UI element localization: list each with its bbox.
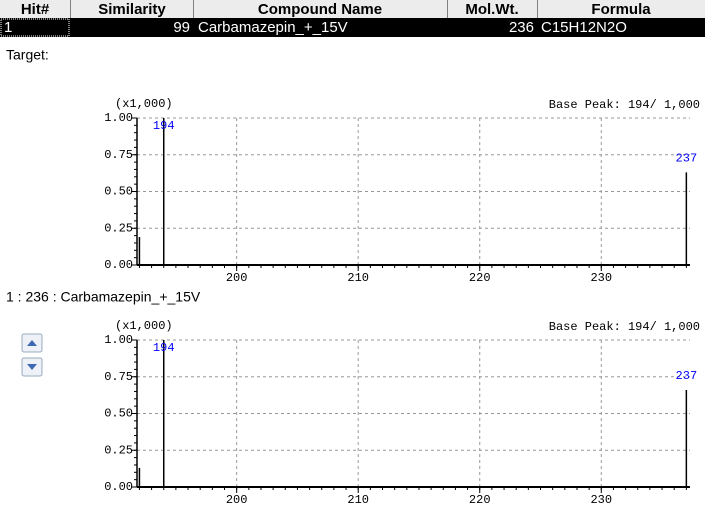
- y-tick-label: 0.25: [104, 221, 133, 235]
- peak-label: 237: [676, 369, 698, 383]
- cell: Carbamazepin_+_15V: [198, 19, 348, 36]
- x-tick-label: 200: [226, 271, 248, 285]
- x-tick-label: 210: [347, 493, 369, 507]
- x-tick-label: 220: [469, 271, 491, 285]
- peak-label: 194: [153, 341, 175, 355]
- header-cell[interactable]: Hit#: [21, 1, 50, 18]
- panel-label: 1 : 236 : Carbamazepin_+_15V: [6, 289, 201, 305]
- scale-note: (x1,000): [115, 319, 173, 333]
- header-borders: [70, 0, 538, 18]
- peak-label: 237: [676, 152, 698, 166]
- x-tick-label: 200: [226, 493, 248, 507]
- y-tick-label: 1.00: [104, 333, 133, 347]
- selected-row[interactable]: [0, 18, 705, 37]
- base-peak: Base Peak: 194/ 1,000: [549, 98, 700, 112]
- peak-label: 194: [153, 119, 175, 133]
- y-tick-label: 0.00: [104, 258, 133, 272]
- panel-label: Target:: [6, 47, 49, 63]
- focus-rect: [0, 18, 70, 37]
- header-cell[interactable]: Mol.Wt.: [465, 1, 518, 18]
- y-tick-label: 1.00: [104, 111, 133, 125]
- header-cell[interactable]: Formula: [591, 1, 651, 18]
- scale-note: (x1,000): [115, 97, 173, 111]
- header-cell[interactable]: Similarity: [98, 1, 166, 18]
- y-tick-label: 0.75: [104, 370, 133, 384]
- y-tick-label: 0.25: [104, 443, 133, 457]
- x-tick-label: 210: [347, 271, 369, 285]
- x-tick-label: 230: [590, 493, 612, 507]
- x-tick-label: 230: [590, 271, 612, 285]
- x-tick-label: 220: [469, 493, 491, 507]
- cell: 236: [509, 19, 534, 36]
- cell: 1: [4, 19, 12, 36]
- y-tick-label: 0.50: [104, 185, 133, 199]
- scroll-down[interactable]: [21, 357, 43, 377]
- y-tick-label: 0.75: [104, 148, 133, 162]
- y-tick-label: 0.00: [104, 480, 133, 494]
- scroll-up[interactable]: [21, 333, 43, 353]
- cell: 99: [173, 19, 190, 36]
- cell: C15H12N2O: [541, 19, 627, 36]
- y-tick-label: 0.50: [104, 407, 133, 421]
- header-cell[interactable]: Compound Name: [258, 1, 382, 18]
- table-header: [0, 0, 705, 18]
- base-peak: Base Peak: 194/ 1,000: [549, 320, 700, 334]
